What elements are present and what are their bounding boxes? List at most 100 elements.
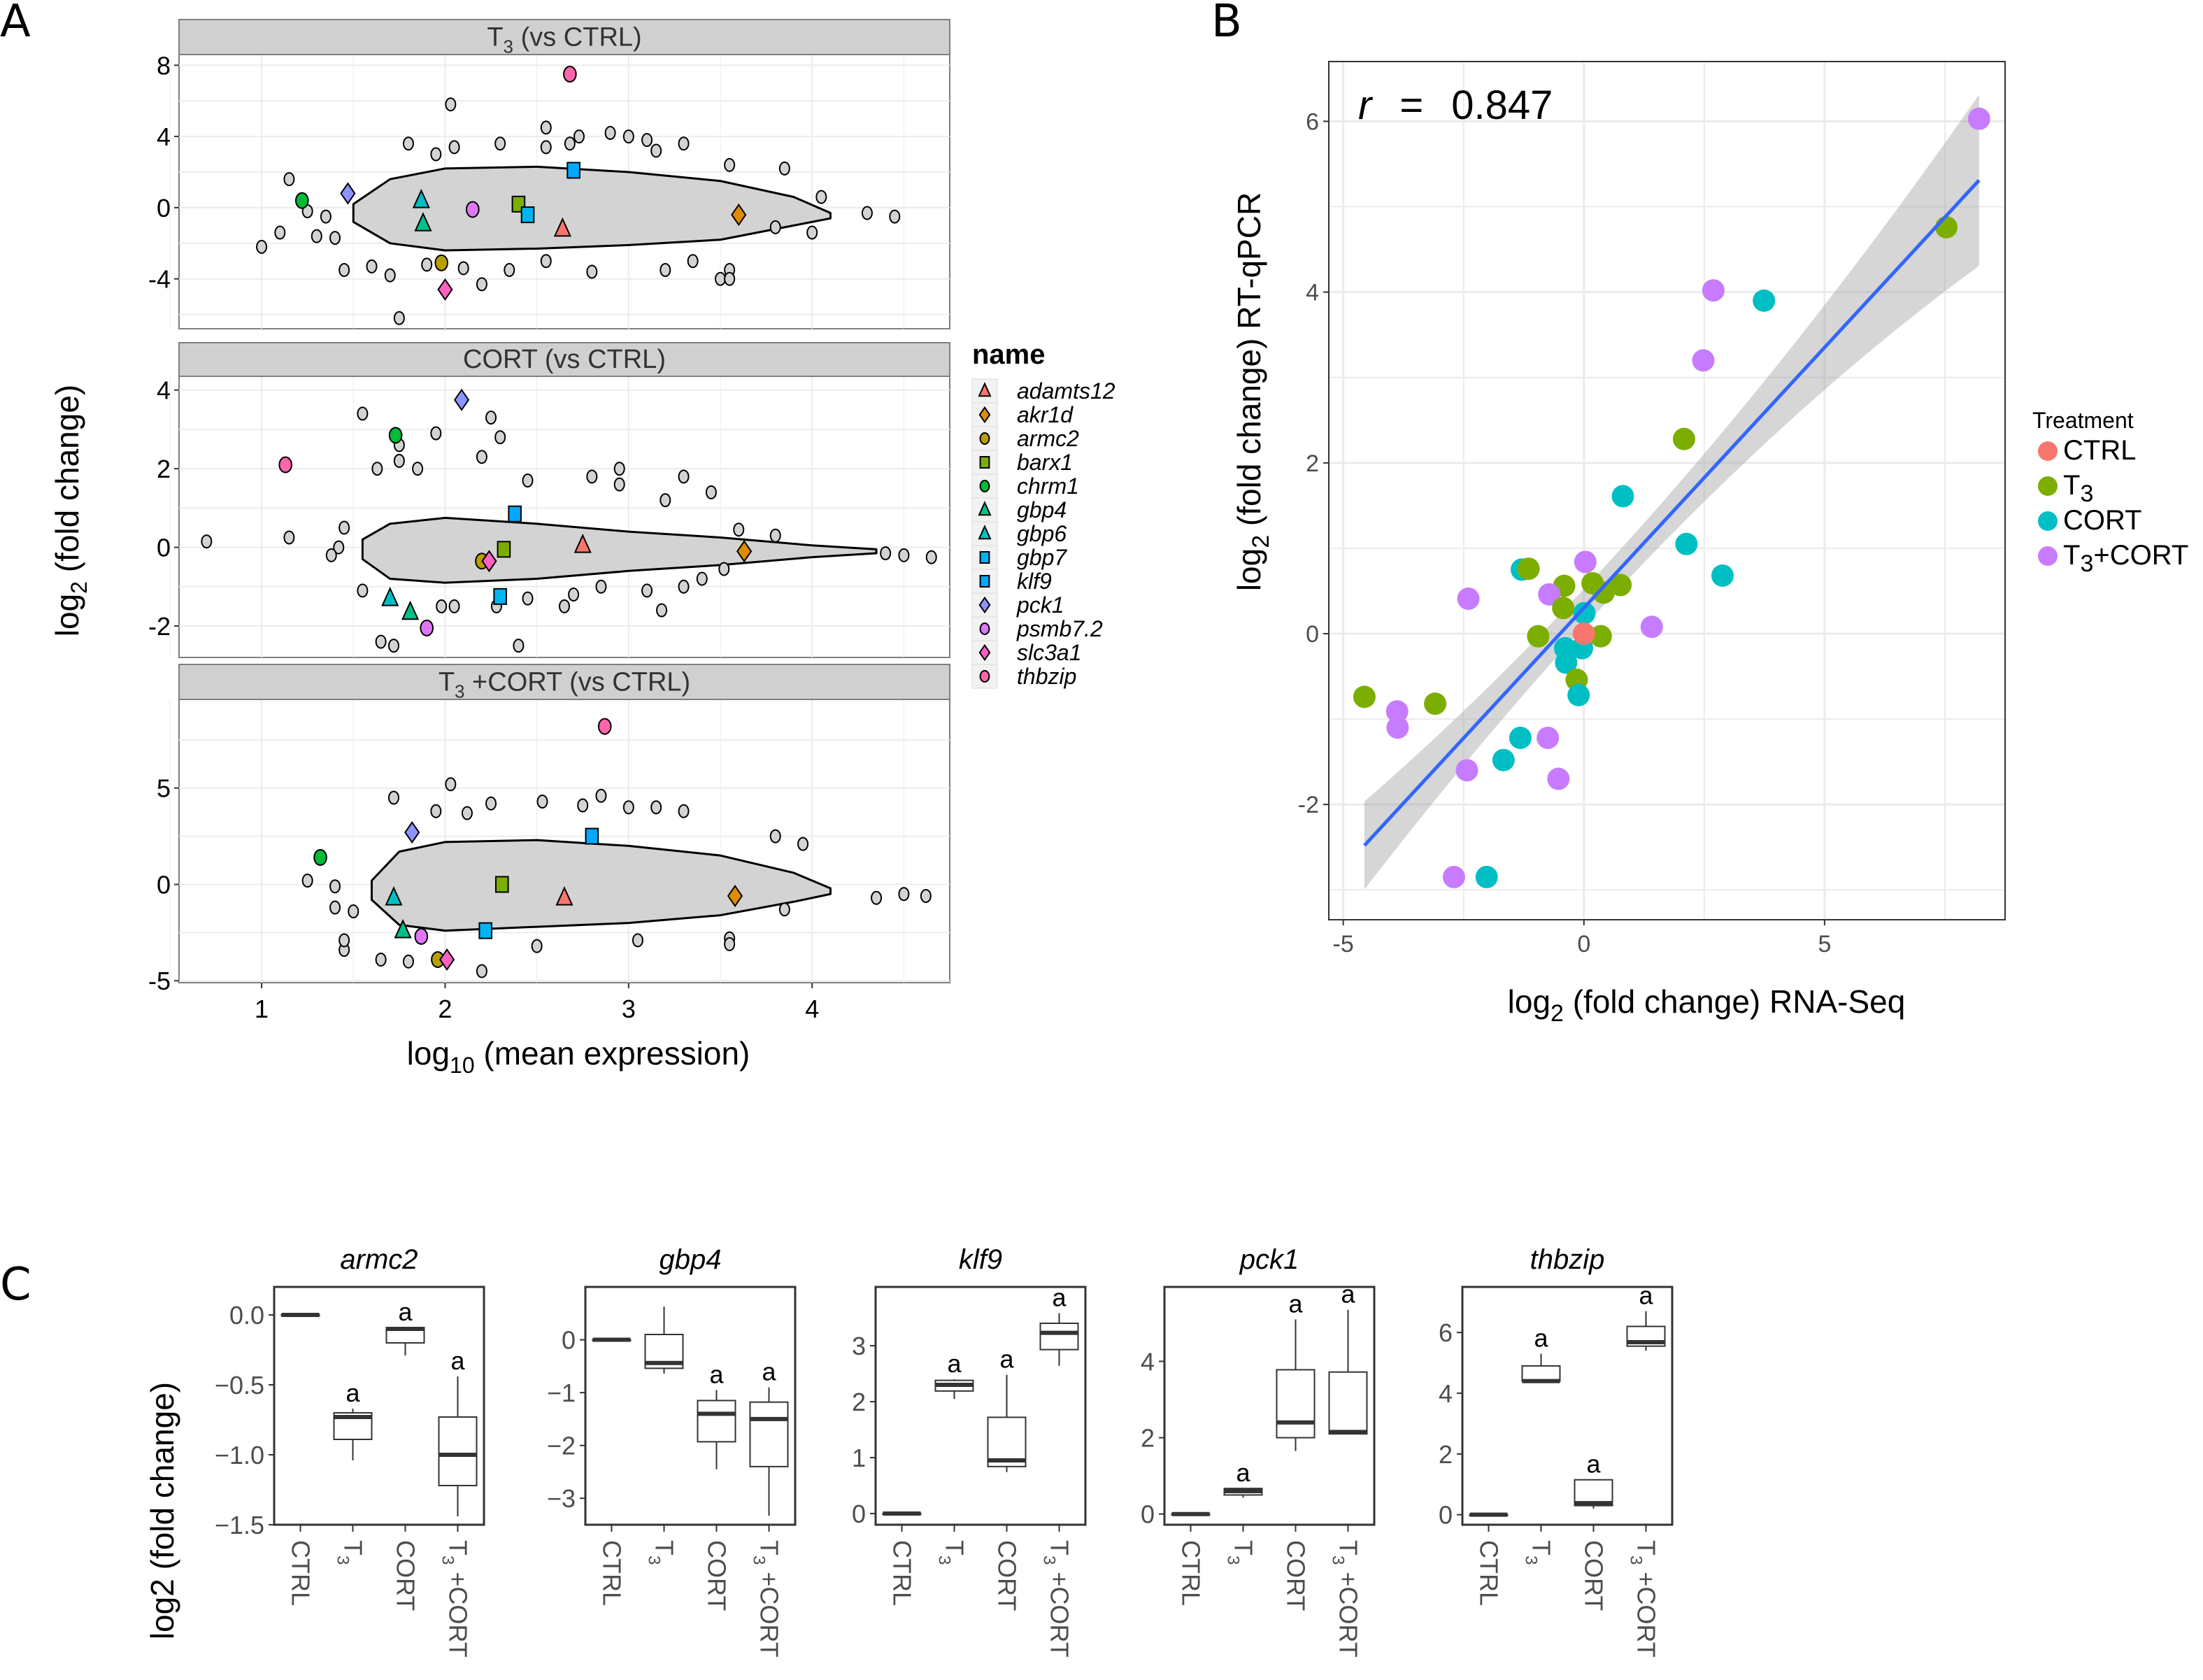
- y-tick-label: −0.5: [215, 1371, 264, 1400]
- box-0: CTRL: [280, 1313, 320, 1606]
- x-tick-label: 1: [255, 995, 269, 1023]
- box-2: a CORT: [1276, 1289, 1316, 1611]
- gene-point: [402, 954, 414, 969]
- panel-label-c: C: [0, 1259, 31, 1311]
- category-main: T: [339, 1540, 368, 1556]
- highlighted-gene-barx1: [497, 541, 511, 558]
- legend-key: [971, 474, 998, 499]
- gene-point: [402, 136, 414, 151]
- legend-symbol-akr1d: [978, 406, 991, 424]
- category-main: CTRL: [888, 1540, 917, 1606]
- strip-main: T: [439, 668, 455, 697]
- gene-point: [733, 522, 745, 537]
- x-tick-label: T3: [1224, 1540, 1258, 1565]
- x-tick-label: CORT: [392, 1540, 420, 1611]
- y-tick-label: 4: [1141, 1347, 1155, 1376]
- gene-point: [522, 591, 534, 606]
- panel-a-x-axis-label: log10 (mean expression): [407, 1035, 750, 1078]
- legend-label: slc3a1: [1017, 640, 1082, 665]
- y-tick-label: 2: [1439, 1440, 1453, 1469]
- highlighted-gene-slc3a1: [439, 948, 455, 971]
- y-tick-label: 0: [157, 194, 171, 222]
- gene-point: [898, 548, 910, 562]
- box-iqr: [438, 1416, 478, 1486]
- y-tick-label: 0: [1141, 1500, 1155, 1529]
- category-main: CORT: [1580, 1540, 1609, 1611]
- gene-point: [660, 263, 671, 277]
- box-iqr: [1521, 1365, 1561, 1382]
- y-tick-label: 0: [1306, 621, 1319, 648]
- point-t3: [1552, 597, 1575, 620]
- highlighted-gene-chrm1: [294, 192, 309, 209]
- facet-strip-label: T3 (vs CTRL): [487, 23, 641, 57]
- gene-point: [461, 806, 473, 820]
- gene-point: [622, 800, 634, 815]
- legend-label-sub: 3: [2080, 550, 2093, 577]
- x-tick-label: T3: [1522, 1540, 1556, 1565]
- category-main: T: [444, 1540, 473, 1556]
- y-tick-label: 8: [157, 51, 171, 80]
- legend-label: armc2: [1017, 426, 1079, 451]
- gene-point: [880, 546, 892, 561]
- x-tick-label: -5: [1333, 931, 1354, 958]
- x-tick-label: T3 +CORT: [1627, 1540, 1661, 1658]
- legend-symbol-adamts12: [978, 382, 992, 397]
- point-t3-cort: [1692, 349, 1715, 372]
- category-rest: +CORT: [444, 1565, 473, 1657]
- strip-sub: 3: [455, 681, 464, 702]
- gene-point: [678, 579, 690, 594]
- box-2: a CORT: [697, 1360, 736, 1611]
- gene-point: [256, 239, 268, 254]
- legend-symbol-pck1: [978, 596, 991, 614]
- highlighted-gene-gbp6: [385, 886, 403, 906]
- panel-label-b: B: [1211, 0, 1242, 48]
- gene-point: [476, 964, 487, 978]
- highlighted-gene-akr1d: [736, 540, 753, 563]
- y-tick-label: -2: [148, 612, 171, 641]
- box-1: a T3: [1521, 1324, 1561, 1565]
- highlighted-gene-gbp6: [381, 586, 399, 606]
- highlighted-gene-thbzip: [278, 456, 292, 474]
- highlighted-gene-chrm1: [313, 848, 327, 866]
- point-t3-cort: [1574, 550, 1597, 574]
- highlighted-gene-klf9: [566, 162, 580, 179]
- highlighted-gene-adamts12: [573, 534, 592, 553]
- box-0: CTRL: [1171, 1511, 1211, 1606]
- point-ctrl: [1572, 622, 1595, 645]
- gene-point: [769, 220, 781, 234]
- y-tick-label: 4: [157, 376, 171, 405]
- gene-point: [445, 97, 457, 112]
- box-0: CTRL: [882, 1511, 922, 1606]
- highlighted-gene-psmb7.2: [420, 619, 434, 636]
- highlighted-gene-adamts12: [553, 217, 571, 237]
- x-tick-label: 4: [805, 995, 819, 1023]
- category-sub: 3: [750, 1556, 769, 1565]
- gene-point: [769, 829, 781, 843]
- panel-a-ylabel-log: log: [49, 594, 85, 636]
- x-tick-label: T3 +CORT: [750, 1540, 784, 1658]
- strip-rest: (vs CTRL): [537, 345, 666, 374]
- point-t3-cort: [1385, 700, 1409, 723]
- category-rest: +CORT: [1632, 1565, 1661, 1657]
- legend-label: gbp7: [1017, 545, 1067, 570]
- significance-label: a: [450, 1346, 465, 1375]
- gene-point: [687, 254, 699, 269]
- highlighted-gene-gbp4: [401, 600, 420, 620]
- gene-point: [622, 129, 634, 144]
- category-main: T: [1046, 1540, 1074, 1556]
- legend-label: gbp6: [1017, 521, 1067, 546]
- legend-label-rest: +CORT: [2093, 540, 2188, 571]
- point-t3: [1517, 557, 1540, 581]
- gene-point: [283, 530, 295, 545]
- highlighted-gene-psmb7.2: [466, 201, 480, 218]
- gene-point: [660, 493, 671, 508]
- gene-point: [513, 639, 525, 653]
- panel-a-ylabel-sub: 2: [66, 581, 92, 594]
- legend-symbol-gbp4: [978, 501, 992, 516]
- category-main: CTRL: [598, 1540, 627, 1606]
- panel-b-x-axis-label: log2 (fold change) RNA-Seq: [1508, 983, 1906, 1027]
- highlighted-gene-gbp4: [394, 918, 412, 939]
- significance-label: a: [1586, 1450, 1601, 1479]
- legend-dot-ctrl: [2038, 441, 2058, 461]
